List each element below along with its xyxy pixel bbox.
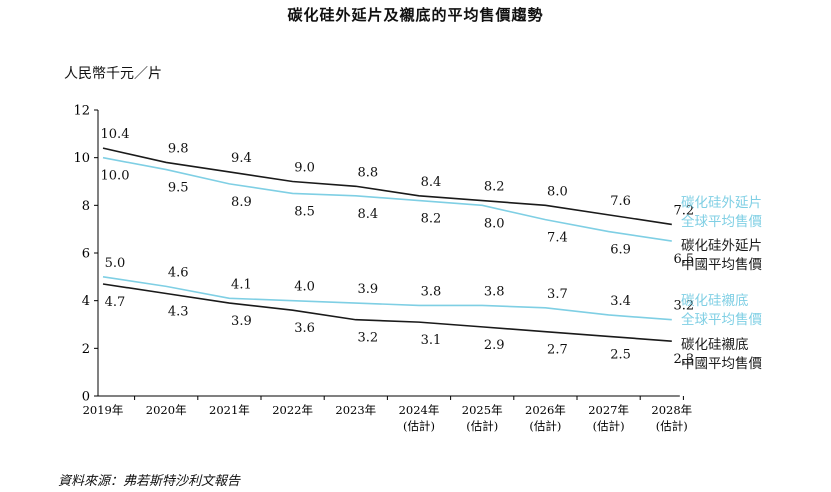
data-label: 3.9	[231, 314, 252, 329]
data-label: 3.7	[547, 287, 568, 302]
data-label: 8.8	[357, 165, 378, 180]
data-label: 2.7	[547, 343, 568, 358]
x-tick-label: (估計)	[656, 419, 688, 433]
data-label: 8.2	[421, 212, 442, 227]
x-tick-label: 2028年	[651, 403, 692, 417]
legend-entry: 中國平均售價	[681, 356, 762, 372]
x-tick-label: 2020年	[146, 403, 187, 417]
data-label: 3.1	[421, 333, 442, 348]
data-label: 7.6	[610, 194, 631, 209]
data-label: 8.4	[357, 207, 378, 222]
y-tick-label: 8	[82, 199, 90, 214]
data-label: 6.5	[673, 252, 694, 267]
data-label: 3.8	[484, 284, 505, 299]
data-label: 4.0	[294, 280, 315, 295]
x-tick-label: 2023年	[335, 403, 376, 417]
series-line	[102, 276, 672, 321]
data-label: 4.7	[105, 295, 126, 310]
data-label: 4.3	[168, 305, 189, 320]
data-label: 9.4	[231, 151, 252, 166]
data-label: 4.1	[231, 277, 252, 292]
data-label: 2.9	[484, 338, 505, 353]
data-label: 3.9	[357, 282, 378, 297]
legend-entry: 碳化硅外延片	[681, 238, 762, 254]
legend-entry: 碳化硅襯底	[681, 336, 749, 353]
series-line	[102, 147, 672, 226]
x-tick-label: 2027年	[588, 403, 629, 417]
x-tick-label: 2021年	[209, 403, 250, 417]
data-label: 9.5	[168, 181, 189, 196]
y-tick-label: 0	[82, 390, 90, 405]
series-line	[102, 283, 672, 342]
data-label: 5.0	[105, 256, 126, 271]
data-label: 3.2	[357, 331, 378, 346]
data-label: 3.8	[421, 284, 442, 299]
data-label: 8.2	[484, 180, 505, 195]
data-label: 3.4	[610, 294, 631, 309]
x-tick-label: 2019年	[83, 403, 124, 417]
y-tick-label: 6	[82, 247, 90, 262]
data-label: 3.6	[294, 321, 315, 336]
legend-entry: 全球平均售價	[681, 213, 762, 230]
data-label: 2.5	[610, 347, 631, 362]
data-label: 9.8	[168, 141, 189, 156]
data-label: 9.0	[294, 161, 315, 176]
x-tick-label: 2026年	[525, 403, 566, 417]
data-label: 6.9	[610, 243, 631, 258]
x-tick-label: (估計)	[529, 419, 561, 433]
y-tick-label: 2	[82, 342, 90, 357]
data-label: 7.4	[547, 231, 568, 246]
legend-entry: 中國平均售價	[681, 257, 762, 273]
x-tick-label: 2024年	[399, 403, 440, 417]
x-tick-label: (估計)	[403, 419, 435, 433]
x-tick-label: (估計)	[466, 419, 498, 433]
legend-entry: 碳化硅外延片	[681, 195, 762, 211]
data-label: 2.3	[673, 352, 694, 367]
chart-title: 碳化硅外延片及襯底的平均售價趨勢	[287, 6, 544, 24]
y-axis-unit-label: 人民幣千元／片	[64, 66, 162, 82]
data-label: 8.0	[484, 216, 505, 231]
data-label: 4.6	[168, 265, 189, 280]
legend-entry: 碳化硅襯底	[681, 292, 749, 309]
legend-entry: 全球平均售價	[681, 311, 762, 328]
data-label: 8.9	[231, 195, 252, 210]
data-label: 3.2	[673, 299, 694, 314]
data-label: 7.2	[673, 203, 694, 218]
x-tick-label: 2025年	[462, 403, 503, 417]
series-line	[102, 156, 672, 242]
y-tick-label: 12	[73, 104, 90, 119]
data-label: 8.5	[294, 204, 315, 219]
data-label: 8.4	[421, 175, 442, 190]
source-note: 資料來源：弗若斯特沙利文報告	[58, 474, 241, 489]
y-tick-label: 4	[82, 294, 90, 309]
y-tick-label: 10	[73, 151, 90, 166]
x-tick-label: (估計)	[593, 419, 625, 433]
data-label: 10.4	[101, 127, 130, 142]
x-tick-label: 2022年	[272, 403, 313, 417]
data-label: 10.0	[101, 169, 130, 184]
data-label: 8.0	[547, 184, 568, 199]
